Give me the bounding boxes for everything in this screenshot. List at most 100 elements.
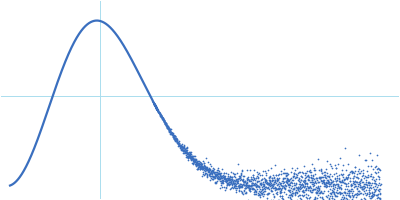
Point — [156, 112, 163, 115]
Point — [328, 185, 334, 188]
Point — [169, 131, 176, 135]
Point — [284, 178, 290, 181]
Point — [166, 129, 172, 132]
Point — [156, 111, 162, 114]
Point — [237, 184, 243, 187]
Point — [174, 141, 180, 144]
Point — [352, 165, 358, 168]
Point — [162, 121, 168, 124]
Point — [334, 185, 341, 188]
Point — [166, 129, 172, 132]
Point — [294, 186, 301, 189]
Point — [323, 194, 329, 197]
Point — [230, 183, 237, 186]
Point — [249, 186, 255, 189]
Point — [235, 177, 241, 181]
Point — [291, 173, 297, 176]
Point — [205, 170, 212, 173]
Point — [344, 176, 350, 180]
Point — [259, 178, 265, 181]
Point — [234, 186, 240, 189]
Point — [159, 117, 165, 120]
Point — [258, 183, 264, 187]
Point — [348, 169, 354, 173]
Point — [272, 185, 279, 189]
Point — [336, 179, 343, 182]
Point — [330, 190, 336, 194]
Point — [260, 192, 267, 195]
Point — [377, 196, 384, 199]
Point — [337, 191, 344, 195]
Point — [342, 191, 348, 194]
Point — [263, 192, 270, 196]
Point — [293, 175, 299, 179]
Point — [235, 185, 242, 188]
Point — [266, 183, 272, 186]
Point — [264, 168, 271, 171]
Point — [291, 187, 297, 190]
Point — [200, 167, 207, 171]
Point — [346, 193, 352, 197]
Point — [366, 193, 373, 196]
Point — [287, 184, 294, 187]
Point — [319, 195, 325, 199]
Point — [267, 180, 274, 183]
Point — [312, 180, 318, 183]
Point — [188, 158, 194, 161]
Point — [367, 196, 374, 200]
Point — [180, 150, 187, 153]
Point — [198, 162, 205, 165]
Point — [354, 175, 360, 178]
Point — [175, 141, 181, 144]
Point — [160, 117, 166, 121]
Point — [292, 191, 298, 195]
Point — [207, 174, 214, 177]
Point — [172, 138, 178, 141]
Point — [366, 186, 372, 189]
Point — [263, 185, 269, 189]
Point — [223, 181, 229, 184]
Point — [276, 186, 282, 189]
Point — [358, 186, 364, 189]
Point — [206, 171, 212, 174]
Point — [357, 171, 364, 174]
Point — [253, 189, 259, 192]
Point — [276, 187, 282, 190]
Point — [158, 115, 165, 119]
Point — [338, 183, 344, 187]
Point — [332, 179, 339, 183]
Point — [296, 194, 302, 197]
Point — [349, 194, 356, 197]
Point — [340, 182, 347, 185]
Point — [289, 181, 295, 184]
Point — [269, 190, 276, 193]
Point — [312, 191, 319, 194]
Point — [360, 180, 367, 183]
Point — [267, 179, 273, 182]
Point — [306, 169, 312, 172]
Point — [313, 181, 319, 185]
Point — [368, 159, 375, 162]
Point — [249, 182, 255, 185]
Point — [242, 191, 249, 194]
Point — [205, 160, 212, 163]
Point — [290, 175, 296, 179]
Point — [310, 181, 317, 185]
Point — [362, 198, 368, 200]
Point — [158, 114, 164, 117]
Point — [231, 175, 237, 178]
Point — [247, 187, 254, 190]
Point — [226, 177, 232, 180]
Point — [165, 127, 171, 130]
Point — [208, 170, 214, 173]
Point — [372, 172, 379, 175]
Point — [234, 177, 241, 180]
Point — [308, 190, 314, 193]
Point — [320, 174, 327, 177]
Point — [235, 184, 242, 188]
Point — [338, 172, 344, 176]
Point — [312, 180, 318, 183]
Point — [295, 178, 301, 181]
Point — [305, 186, 312, 189]
Point — [248, 184, 254, 187]
